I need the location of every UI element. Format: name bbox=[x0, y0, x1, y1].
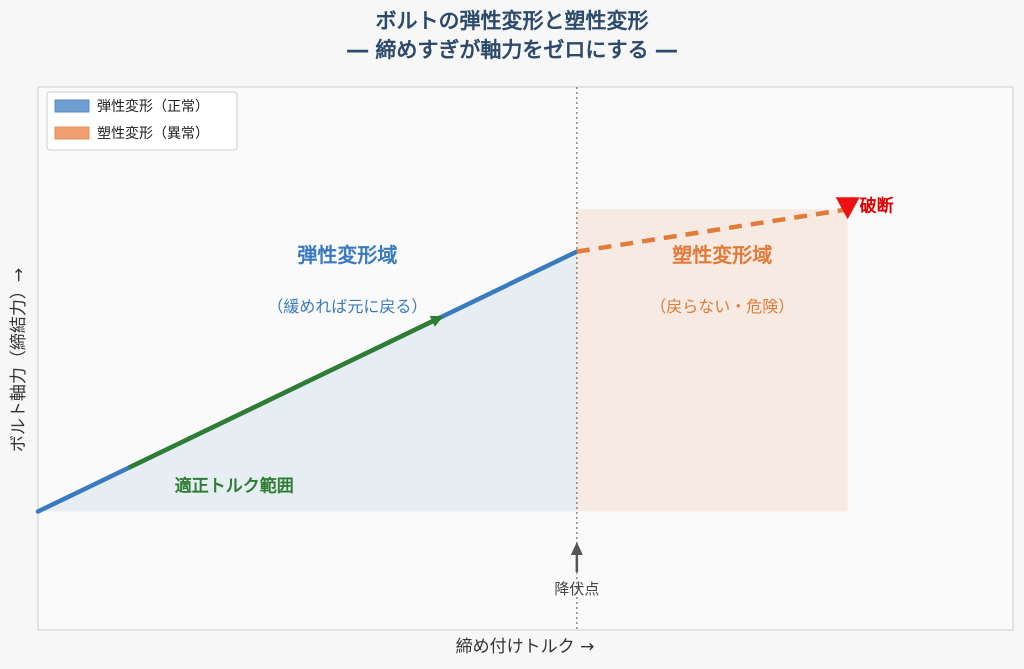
legend-swatch-elastic bbox=[54, 99, 90, 113]
proper-torque-range-arrowhead bbox=[429, 315, 444, 327]
elastic-region-title: 弾性変形域 bbox=[297, 243, 397, 267]
proper-torque-range-line bbox=[127, 315, 441, 470]
legend-box bbox=[46, 91, 238, 151]
x-axis-label: 締め付けトルク → bbox=[456, 637, 595, 657]
fracture-label: 破断 bbox=[860, 195, 894, 216]
plastic-series-line bbox=[576, 207, 849, 254]
elastic-region-subtitle: （緩めれば元に戻る） bbox=[267, 297, 427, 316]
chart-subtitle: ― 締めすぎが軸力をゼロにする ― bbox=[347, 38, 677, 62]
plastic-region-title: 塑性変形域 bbox=[672, 243, 772, 267]
chart-title: ボルトの弾性変形と塑性変形 bbox=[376, 9, 649, 33]
plastic-region-fill bbox=[576, 209, 848, 512]
proper-torque-range-label: 適正トルク範囲 bbox=[175, 476, 294, 497]
fracture-marker bbox=[835, 197, 860, 220]
legend-label-plastic: 塑性変形（異常） bbox=[97, 125, 209, 142]
legend-swatch-plastic bbox=[54, 126, 90, 140]
legend: 弾性変形（正常） 塑性変形（異常） bbox=[46, 91, 238, 151]
yield-point-label: 降伏点 bbox=[554, 580, 599, 598]
yield-point-arrow-head bbox=[570, 542, 583, 555]
plot-area bbox=[37, 86, 1014, 631]
legend-label-elastic: 弾性変形（正常） bbox=[97, 98, 209, 115]
plastic-region-subtitle: （戻らない・危険） bbox=[650, 297, 794, 316]
y-axis-label: ボルト軸力（締結力）→ bbox=[9, 268, 29, 452]
